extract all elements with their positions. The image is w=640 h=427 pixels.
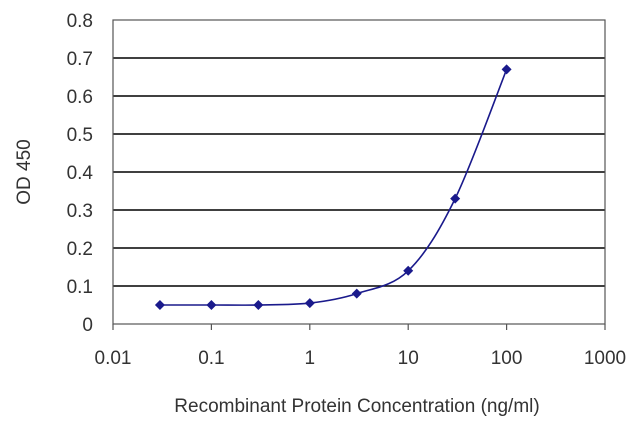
x-tick-label: 0.01 — [95, 348, 132, 369]
data-point — [351, 288, 362, 299]
data-point — [253, 300, 264, 310]
y-tick-label: 0.1 — [67, 277, 93, 298]
y-axis-label: OD 450 — [14, 139, 35, 204]
y-tick-label: 0.3 — [67, 201, 93, 222]
x-tick-label: 1000 — [584, 348, 626, 369]
grid-lines — [113, 57, 605, 287]
data-point — [154, 300, 165, 310]
y-tick-label: 0 — [82, 315, 93, 336]
x-tick-label: 0.1 — [198, 348, 224, 369]
x-tick-label: 1 — [305, 348, 316, 369]
x-axis-label: Recombinant Protein Concentration (ng/ml… — [174, 396, 539, 417]
y-axis-ticks: 0 0.1 0.2 0.3 0.4 0.5 0.6 0.7 0.8 — [67, 11, 94, 336]
data-point — [501, 64, 512, 75]
y-tick-label: 0.7 — [67, 49, 93, 70]
x-tick-label: 100 — [491, 348, 523, 369]
y-tick-label: 0.5 — [67, 125, 93, 146]
y-tick-label: 0.6 — [67, 87, 93, 108]
x-tick-label: 10 — [398, 348, 419, 369]
data-point — [304, 298, 315, 309]
y-tick-label: 0.8 — [67, 11, 93, 32]
series-line — [159, 69, 508, 306]
series-layer — [154, 64, 512, 310]
data-point — [403, 265, 414, 276]
y-tick-label: 0.4 — [67, 163, 94, 184]
data-point — [206, 300, 217, 310]
plot-area-frame — [112, 19, 606, 325]
data-point — [450, 193, 461, 204]
y-tick-label: 0.2 — [67, 239, 93, 260]
x-axis-ticks: 0.01 0.1 1 10 100 1000 — [95, 324, 626, 369]
